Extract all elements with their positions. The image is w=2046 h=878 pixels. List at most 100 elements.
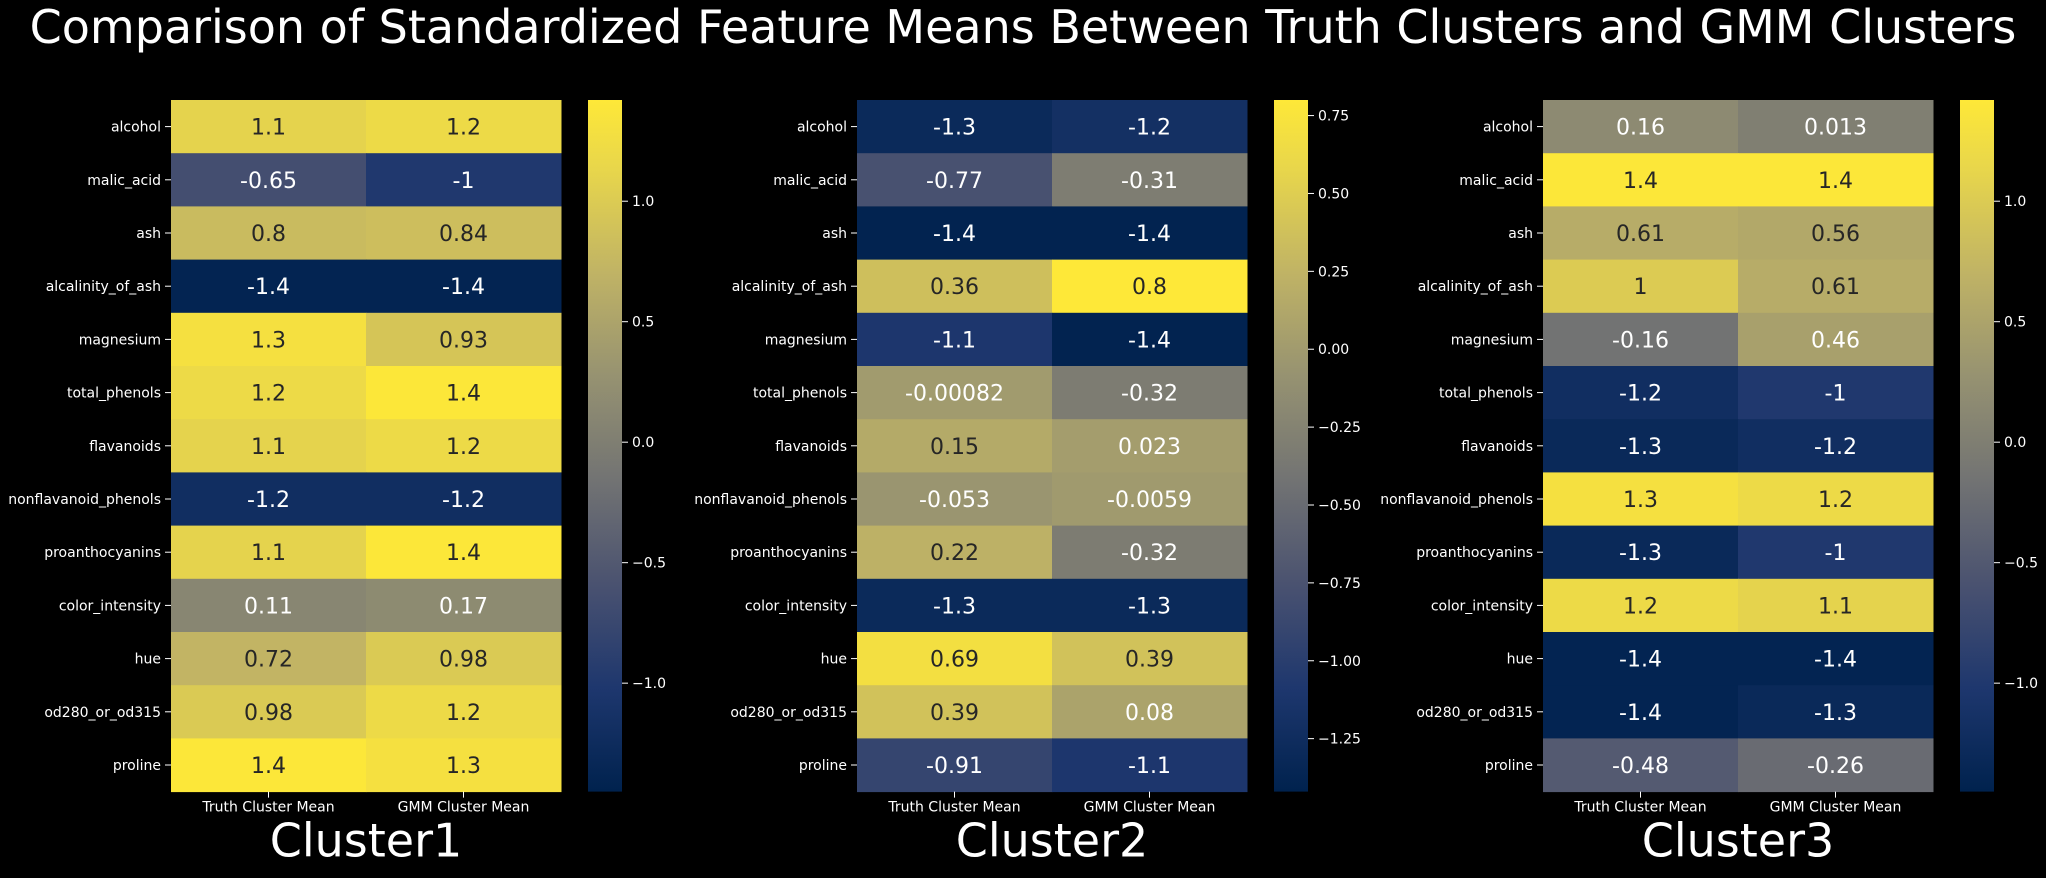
row-tick-label: proanthocyanins [44, 545, 161, 561]
heatmap-cell [171, 632, 367, 686]
cell-value-label: -0.48 [1612, 754, 1669, 779]
cell-value-label: 0.98 [244, 701, 293, 726]
heatmap-cell [857, 312, 1053, 367]
heatmap-cell [366, 632, 562, 686]
heatmap-cell [1052, 738, 1248, 793]
cell-value-label: -1.4 [933, 222, 976, 247]
heatmap-cell [366, 100, 562, 154]
cell-value-label: 0.023 [1118, 435, 1181, 460]
cell-value-label: 0.84 [439, 222, 488, 247]
heatmap-cell [1543, 100, 1739, 154]
heatmap-cell [1052, 632, 1248, 686]
heatmap-cell [1543, 419, 1739, 473]
cell-value-label: -1.2 [442, 488, 485, 513]
row-tick-label: od280_or_od315 [1416, 705, 1533, 721]
heatmap-cell [366, 578, 562, 633]
cell-value-label: 0.72 [244, 648, 293, 673]
cell-value-label: 1.2 [446, 116, 481, 141]
heatmap-cell [857, 259, 1053, 314]
row-tick-label: alcalinity_of_ash [46, 279, 161, 295]
colorbar-tick-label: −0.5 [2004, 556, 2038, 572]
row-tick-label: magnesium [1451, 332, 1533, 348]
heatmap-cell [366, 738, 562, 793]
heatmap-cell [171, 685, 367, 739]
heatmap-cell [857, 632, 1053, 686]
heatmap-cell [171, 472, 367, 527]
cell-value-label: -1.3 [1619, 541, 1662, 566]
heatmap-cell [1543, 632, 1739, 686]
cell-value-label: -0.32 [1121, 541, 1178, 566]
colorbar-tick-label: 0.75 [1318, 109, 1349, 125]
row-tick-label: alcalinity_of_ash [1418, 279, 1533, 295]
colorbar-tick-label: −1.25 [1318, 732, 1361, 748]
heatmap-cell [1738, 312, 1934, 367]
heatmap-cell [1738, 632, 1934, 686]
heatmap-panel-2: -1.3 -1.2 -0.77 -0.31 -1.4 -1.4 0.36 0.8 -1.1 -1.… [694, 100, 1361, 868]
chart-title: Comparison of Standardized Feature Means… [30, 0, 2017, 54]
row-tick-label: color_intensity [1431, 598, 1533, 614]
row-tick-label: nonflavanoid_phenols [694, 492, 847, 508]
cell-value-label: 0.36 [930, 275, 979, 300]
cell-value-label: 0.17 [439, 594, 488, 619]
heatmap-cell [366, 366, 562, 420]
cell-value-label: -1.2 [1128, 116, 1171, 141]
colorbar-tick-label: −1.00 [1318, 654, 1361, 670]
cell-value-label: 0.98 [439, 648, 488, 673]
row-tick-label: alcohol [1483, 120, 1533, 136]
column-tick-label: GMM Cluster Mean [398, 800, 530, 816]
column-tick-label: Truth Cluster Mean [201, 800, 334, 816]
colorbar-tick-label: 0.25 [1318, 264, 1349, 280]
cell-value-label: -1.4 [1128, 222, 1171, 247]
row-tick-label: malic_acid [1459, 173, 1533, 189]
row-tick-label: magnesium [79, 332, 161, 348]
colorbar-tick-label: −1.0 [2004, 676, 2038, 692]
heatmap-cell [1052, 206, 1248, 261]
heatmap-cell [1738, 578, 1934, 633]
heatmap-cell [171, 100, 367, 154]
cell-value-label: 0.8 [251, 222, 286, 247]
panel-xlabel: Cluster1 [270, 814, 463, 868]
cell-value-label: -0.16 [1612, 328, 1669, 353]
heatmap-cell [857, 472, 1053, 527]
heatmap-cell [1543, 312, 1739, 367]
heatmap-cell [857, 366, 1053, 420]
cell-value-label: 1.2 [446, 435, 481, 460]
row-tick-label: color_intensity [745, 598, 847, 614]
heatmap-cell [1738, 259, 1934, 314]
row-tick-label: ash [1508, 226, 1533, 242]
cell-value-label: -1.4 [1814, 648, 1857, 673]
heatmap-cell [857, 685, 1053, 739]
row-tick-label: flavanoids [1461, 439, 1533, 455]
heatmap-cell [857, 525, 1053, 580]
heatmap-cell [1543, 206, 1739, 261]
heatmap-cell [1543, 738, 1739, 793]
row-tick-label: proline [799, 758, 847, 774]
row-tick-label: magnesium [765, 332, 847, 348]
cell-value-label: 1.4 [1818, 169, 1853, 194]
colorbar-tick-label: 1.0 [632, 194, 654, 210]
heatmap-cell [171, 259, 367, 314]
cell-value-label: 1.3 [1623, 488, 1658, 513]
heatmap-cell [1052, 259, 1248, 314]
cell-value-label: 0.69 [930, 648, 979, 673]
cell-value-label: 0.46 [1811, 328, 1860, 353]
row-tick-label: proline [1485, 758, 1533, 774]
heatmap-cell [1738, 419, 1934, 473]
cell-value-label: 0.39 [1125, 648, 1174, 673]
row-tick-label: total_phenols [67, 386, 161, 402]
heatmap-panel-1: 1.1 1.2 -0.65 -1 0.8 0.84 -1.4 -1.4 1.3 0.93 1.2 1.… [8, 100, 666, 868]
cell-value-label: -1.4 [1619, 648, 1662, 673]
cell-value-label: 1.2 [446, 701, 481, 726]
cell-value-label: 0.16 [1616, 116, 1665, 141]
colorbar [1960, 100, 1994, 792]
heatmap-cell [1052, 419, 1248, 473]
colorbar-tick-label: 0.00 [1318, 342, 1349, 358]
panel-xlabel: Cluster3 [1642, 814, 1835, 868]
colorbar-tick-label: −1.0 [632, 676, 666, 692]
column-tick-label: GMM Cluster Mean [1084, 800, 1216, 816]
row-tick-label: hue [135, 652, 161, 668]
cell-value-label: -1.3 [1814, 701, 1857, 726]
heatmap-cell [1738, 366, 1934, 420]
heatmap-cell [1052, 312, 1248, 367]
cell-value-label: -0.31 [1121, 169, 1178, 194]
